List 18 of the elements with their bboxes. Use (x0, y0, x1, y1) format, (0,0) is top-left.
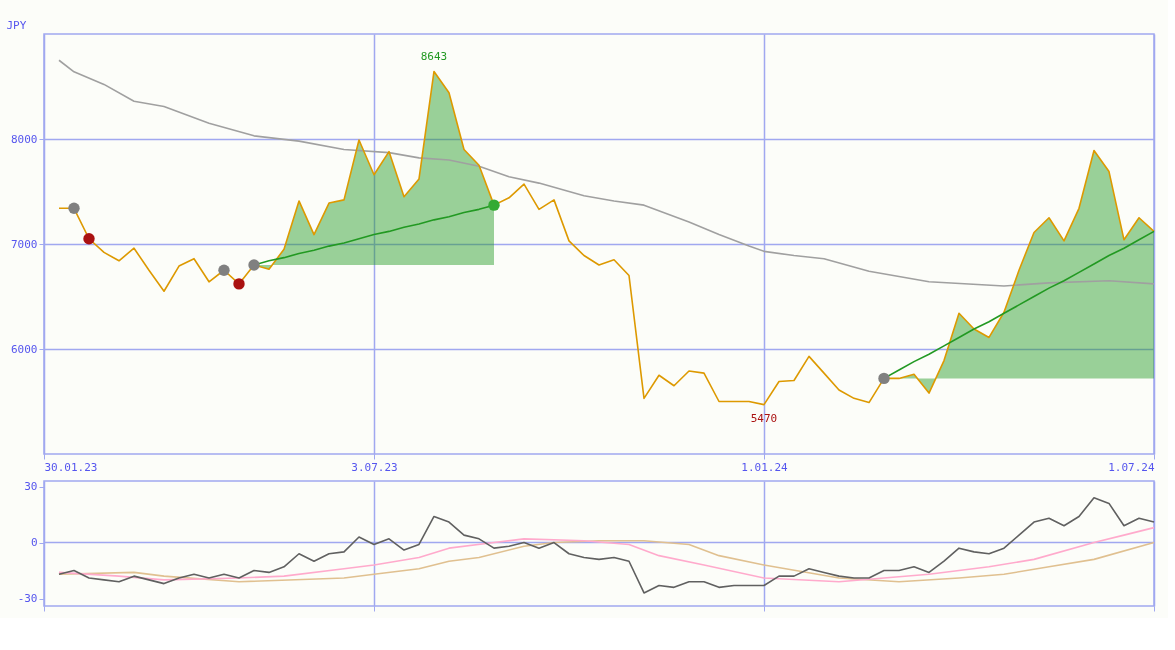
line-series (58, 496, 1155, 594)
line-series (58, 526, 1155, 583)
y-axis-title: JPY (6, 18, 27, 32)
y-tick-label: 0 (30, 536, 38, 550)
y-tick-label: -30 (17, 592, 38, 606)
line-series (58, 539, 1155, 583)
line-series (58, 59, 1155, 287)
y-tick-label: 6000 (11, 342, 38, 356)
y-tick-label: 8000 (11, 132, 38, 146)
annotation: 8643 (420, 50, 448, 64)
y-tick-label: 7000 (11, 237, 38, 251)
line-series (58, 70, 1155, 406)
x-tick-label: 1.01.24 (741, 460, 789, 474)
x-tick-label: 30.01.23 (44, 460, 98, 474)
y-tick-label: 30 (24, 480, 38, 494)
x-tick-label: 3.07.23 (351, 460, 398, 474)
x-tick-label: 1.07.24 (1108, 460, 1155, 474)
annotation: 5470 (750, 411, 778, 425)
